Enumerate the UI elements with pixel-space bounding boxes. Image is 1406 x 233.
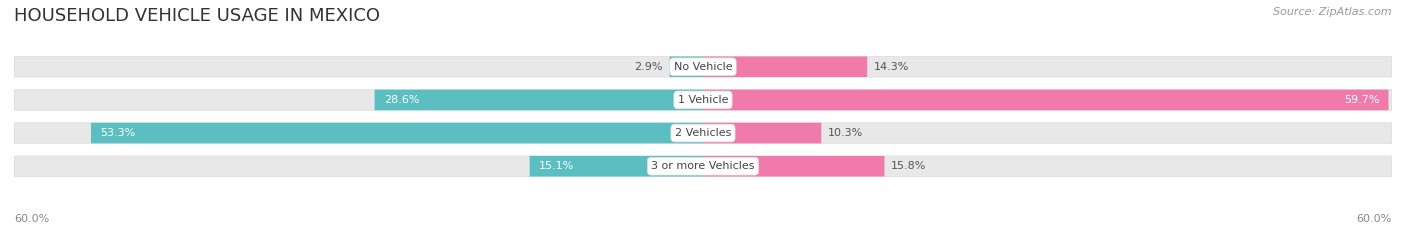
Text: Source: ZipAtlas.com: Source: ZipAtlas.com bbox=[1274, 7, 1392, 17]
FancyBboxPatch shape bbox=[703, 156, 884, 176]
Text: 15.1%: 15.1% bbox=[538, 161, 574, 171]
FancyBboxPatch shape bbox=[703, 57, 868, 77]
FancyBboxPatch shape bbox=[669, 57, 703, 77]
Text: HOUSEHOLD VEHICLE USAGE IN MEXICO: HOUSEHOLD VEHICLE USAGE IN MEXICO bbox=[14, 7, 380, 25]
Text: No Vehicle: No Vehicle bbox=[673, 62, 733, 72]
Text: 2 Vehicles: 2 Vehicles bbox=[675, 128, 731, 138]
FancyBboxPatch shape bbox=[14, 123, 1392, 143]
Text: 3 or more Vehicles: 3 or more Vehicles bbox=[651, 161, 755, 171]
FancyBboxPatch shape bbox=[530, 156, 703, 176]
Text: 28.6%: 28.6% bbox=[384, 95, 419, 105]
FancyBboxPatch shape bbox=[14, 156, 1392, 176]
FancyBboxPatch shape bbox=[703, 123, 821, 143]
Text: 2.9%: 2.9% bbox=[634, 62, 662, 72]
FancyBboxPatch shape bbox=[14, 57, 1392, 77]
FancyBboxPatch shape bbox=[374, 90, 703, 110]
Text: 53.3%: 53.3% bbox=[100, 128, 135, 138]
Text: 10.3%: 10.3% bbox=[828, 128, 863, 138]
Text: 15.8%: 15.8% bbox=[891, 161, 927, 171]
FancyBboxPatch shape bbox=[703, 90, 1389, 110]
Text: 60.0%: 60.0% bbox=[1357, 214, 1392, 224]
Text: 1 Vehicle: 1 Vehicle bbox=[678, 95, 728, 105]
FancyBboxPatch shape bbox=[14, 90, 1392, 110]
FancyBboxPatch shape bbox=[91, 123, 703, 143]
Text: 59.7%: 59.7% bbox=[1344, 95, 1379, 105]
Text: 14.3%: 14.3% bbox=[875, 62, 910, 72]
Text: 60.0%: 60.0% bbox=[14, 214, 49, 224]
